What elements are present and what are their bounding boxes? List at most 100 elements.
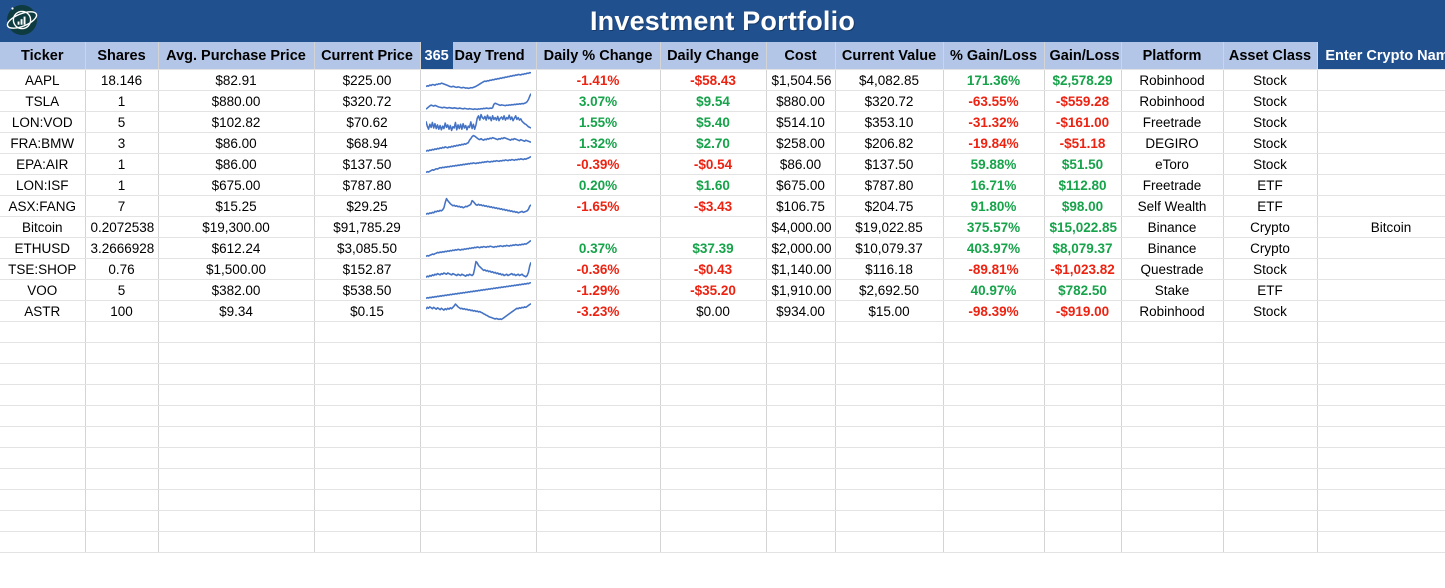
- cell-empty[interactable]: [536, 489, 661, 511]
- cell-gain-loss[interactable]: $8,079.37: [1044, 237, 1122, 259]
- cell-empty[interactable]: [943, 363, 1045, 385]
- cell-avg-purchase-price[interactable]: $86.00: [158, 153, 315, 175]
- cell-current-price[interactable]: $137.50: [314, 153, 421, 175]
- cell-daily-pct-change[interactable]: -0.39%: [536, 153, 661, 175]
- cell-shares[interactable]: 18.146: [85, 69, 159, 91]
- cell-day-trend-sparkline[interactable]: [420, 174, 537, 196]
- cell-current-value[interactable]: $320.72: [835, 90, 944, 112]
- cell-empty[interactable]: [1223, 342, 1318, 364]
- cell-empty[interactable]: [1121, 342, 1224, 364]
- cell-empty[interactable]: [85, 405, 159, 427]
- cell-gain-loss[interactable]: -$1,023.82: [1044, 258, 1122, 280]
- cell-empty[interactable]: [420, 384, 537, 406]
- cell-empty[interactable]: [943, 510, 1045, 532]
- cell-empty[interactable]: [536, 363, 661, 385]
- cell-ticker[interactable]: VOO: [0, 279, 86, 301]
- cell-day-trend-sparkline[interactable]: [420, 132, 537, 154]
- cell-day-trend-sparkline[interactable]: [420, 237, 537, 259]
- cell-day-trend-sparkline[interactable]: [420, 195, 537, 217]
- cell-empty[interactable]: [943, 447, 1045, 469]
- cell-cost[interactable]: $514.10: [766, 111, 836, 133]
- column-header-daily-pct-change[interactable]: Daily % Change: [536, 42, 661, 70]
- cell-cost[interactable]: $2,000.00: [766, 237, 836, 259]
- cell-asset-class[interactable]: Stock: [1223, 153, 1318, 175]
- cell-empty[interactable]: [766, 426, 836, 448]
- cell-empty[interactable]: [1044, 363, 1122, 385]
- cell-empty[interactable]: [0, 342, 86, 364]
- cell-daily-change[interactable]: -$35.20: [660, 279, 767, 301]
- cell-shares[interactable]: 7: [85, 195, 159, 217]
- cell-day-trend-sparkline[interactable]: [420, 279, 537, 301]
- cell-empty[interactable]: [420, 321, 537, 343]
- table-row-empty[interactable]: [0, 468, 1445, 490]
- cell-empty[interactable]: [1121, 384, 1224, 406]
- cell-cost[interactable]: $1,910.00: [766, 279, 836, 301]
- cell-pct-gain-loss[interactable]: 91.80%: [943, 195, 1045, 217]
- cell-empty[interactable]: [943, 405, 1045, 427]
- cell-empty[interactable]: [536, 468, 661, 490]
- cell-empty[interactable]: [158, 405, 315, 427]
- cell-asset-class[interactable]: Stock: [1223, 111, 1318, 133]
- cell-shares[interactable]: 100: [85, 300, 159, 322]
- cell-empty[interactable]: [1317, 531, 1445, 553]
- cell-cost[interactable]: $258.00: [766, 132, 836, 154]
- cell-shares[interactable]: 3: [85, 132, 159, 154]
- cell-gain-loss[interactable]: $98.00: [1044, 195, 1122, 217]
- cell-empty[interactable]: [1317, 426, 1445, 448]
- cell-empty[interactable]: [158, 321, 315, 343]
- cell-empty[interactable]: [0, 405, 86, 427]
- cell-empty[interactable]: [766, 447, 836, 469]
- cell-empty[interactable]: [158, 384, 315, 406]
- cell-empty[interactable]: [314, 447, 421, 469]
- cell-empty[interactable]: [1044, 489, 1122, 511]
- cell-daily-pct-change[interactable]: 3.07%: [536, 90, 661, 112]
- cell-current-value[interactable]: $15.00: [835, 300, 944, 322]
- cell-empty[interactable]: [766, 405, 836, 427]
- cell-ticker[interactable]: AAPL: [0, 69, 86, 91]
- cell-empty[interactable]: [1223, 489, 1318, 511]
- cell-avg-purchase-price[interactable]: $19,300.00: [158, 216, 315, 238]
- column-header-current-value[interactable]: Current Value: [835, 42, 944, 70]
- cell-current-price[interactable]: $152.87: [314, 258, 421, 280]
- cell-empty[interactable]: [835, 489, 944, 511]
- cell-daily-pct-change[interactable]: 0.37%: [536, 237, 661, 259]
- cell-pct-gain-loss[interactable]: 59.88%: [943, 153, 1045, 175]
- cell-gain-loss[interactable]: -$161.00: [1044, 111, 1122, 133]
- cell-platform[interactable]: Freetrade: [1121, 111, 1224, 133]
- cell-empty[interactable]: [1223, 405, 1318, 427]
- cell-empty[interactable]: [314, 426, 421, 448]
- cell-pct-gain-loss[interactable]: -19.84%: [943, 132, 1045, 154]
- cell-platform[interactable]: Stake: [1121, 279, 1224, 301]
- cell-cost[interactable]: $934.00: [766, 300, 836, 322]
- cell-current-price[interactable]: $0.15: [314, 300, 421, 322]
- cell-empty[interactable]: [1121, 510, 1224, 532]
- cell-empty[interactable]: [158, 468, 315, 490]
- cell-day-trend-sparkline[interactable]: [420, 216, 537, 238]
- cell-empty[interactable]: [1121, 447, 1224, 469]
- cell-platform[interactable]: Self Wealth: [1121, 195, 1224, 217]
- cell-pct-gain-loss[interactable]: -98.39%: [943, 300, 1045, 322]
- cell-avg-purchase-price[interactable]: $82.91: [158, 69, 315, 91]
- column-header-current-price[interactable]: Current Price: [314, 42, 421, 70]
- cell-gain-loss[interactable]: -$919.00: [1044, 300, 1122, 322]
- cell-current-price[interactable]: $68.94: [314, 132, 421, 154]
- cell-empty[interactable]: [1121, 489, 1224, 511]
- cell-empty[interactable]: [660, 384, 767, 406]
- cell-asset-class[interactable]: ETF: [1223, 195, 1318, 217]
- cell-empty[interactable]: [158, 447, 315, 469]
- cell-asset-class[interactable]: Stock: [1223, 69, 1318, 91]
- cell-crypto-name[interactable]: [1317, 69, 1445, 91]
- cell-empty[interactable]: [314, 384, 421, 406]
- table-row-empty[interactable]: [0, 342, 1445, 364]
- cell-current-value[interactable]: $19,022.85: [835, 216, 944, 238]
- cell-empty[interactable]: [766, 342, 836, 364]
- cell-cost[interactable]: $4,000.00: [766, 216, 836, 238]
- cell-empty[interactable]: [660, 468, 767, 490]
- cell-platform[interactable]: Freetrade: [1121, 174, 1224, 196]
- cell-empty[interactable]: [1044, 426, 1122, 448]
- cell-current-value[interactable]: $10,079.37: [835, 237, 944, 259]
- cell-empty[interactable]: [1317, 468, 1445, 490]
- cell-pct-gain-loss[interactable]: -89.81%: [943, 258, 1045, 280]
- cell-platform[interactable]: eToro: [1121, 153, 1224, 175]
- table-row[interactable]: AAPL 18.146 $82.91 $225.00 -1.41% -$58.43 $1,5…: [0, 69, 1445, 91]
